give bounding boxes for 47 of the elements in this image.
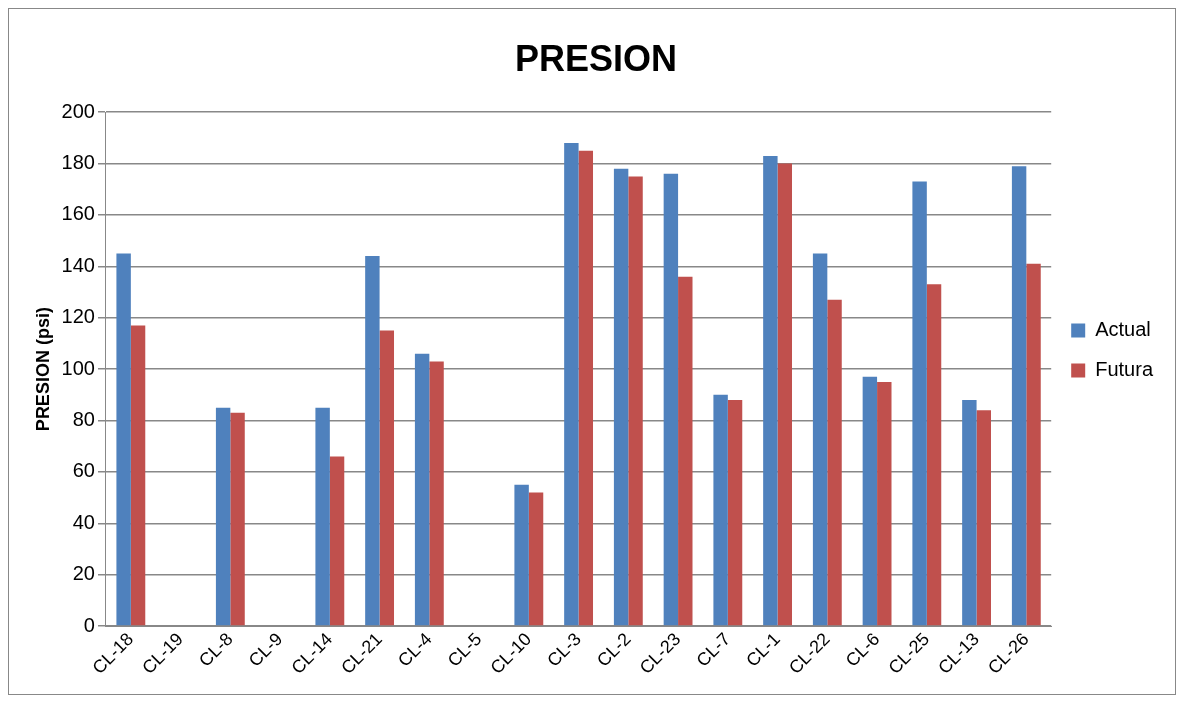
bar — [727, 399, 743, 626]
y-tick-label: 100 — [61, 356, 95, 379]
bar — [230, 412, 245, 626]
bar — [564, 143, 579, 626]
bar — [578, 150, 594, 626]
y-tick-label: 80 — [72, 408, 95, 431]
bar — [827, 299, 842, 626]
y-tick-label: 160 — [61, 202, 95, 225]
bar — [365, 256, 380, 626]
bar — [812, 253, 828, 626]
bar — [962, 399, 977, 626]
y-tick-label: 120 — [61, 305, 95, 328]
bar — [514, 484, 529, 626]
bar — [130, 325, 146, 626]
bar — [628, 176, 643, 626]
bar — [215, 407, 231, 626]
y-tick-label: 0 — [83, 613, 95, 636]
bar — [926, 284, 942, 626]
bar — [116, 253, 131, 626]
bar — [429, 361, 444, 626]
legend-label: Actual — [1095, 318, 1151, 341]
bar — [862, 376, 878, 626]
bar — [1011, 166, 1027, 626]
bar — [1026, 263, 1041, 626]
bar — [663, 173, 679, 626]
bar — [763, 155, 778, 626]
bar — [713, 394, 728, 626]
y-tick-label: 200 — [61, 99, 95, 122]
bar — [877, 381, 892, 626]
y-axis-title: PRESION (psi) — [32, 307, 53, 432]
bar — [379, 330, 395, 626]
bar — [414, 353, 430, 626]
bar — [912, 181, 927, 626]
bar — [315, 407, 330, 626]
bar — [528, 492, 544, 626]
y-tick-label: 20 — [72, 562, 95, 585]
bar — [976, 410, 991, 626]
y-tick-label: 40 — [72, 510, 95, 533]
chart-title: PRESION — [514, 37, 678, 79]
y-tick-label: 60 — [72, 459, 95, 482]
y-tick-label: 180 — [61, 151, 95, 174]
legend-label: Futura — [1095, 358, 1154, 381]
y-tick-label: 140 — [61, 253, 95, 276]
bar — [678, 276, 693, 626]
bar — [329, 456, 345, 626]
bar — [613, 168, 629, 626]
bar — [777, 163, 793, 626]
